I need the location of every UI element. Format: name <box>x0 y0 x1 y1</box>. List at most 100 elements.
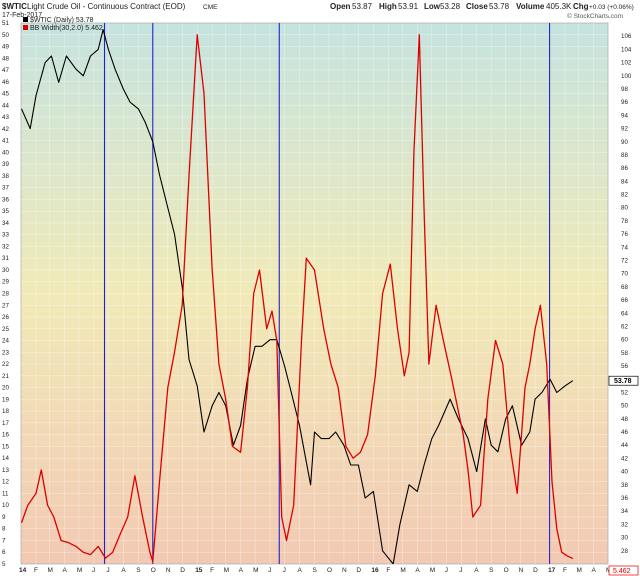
left-tick-label: 41 <box>2 138 9 145</box>
chart-description: Light Crude Oil - Continuous Contract (E… <box>27 2 186 11</box>
close-label: Close <box>466 2 488 11</box>
legend-price: $WTIC (Daily) 53.78 <box>30 17 94 24</box>
low-value: 53.28 <box>440 2 461 11</box>
chart-symbol: $WTIC <box>2 2 27 11</box>
right-tick-label: 106 <box>621 33 632 40</box>
right-tick-label: 68 <box>621 284 628 291</box>
legend-swatch-price <box>23 17 28 22</box>
left-tick-label: 21 <box>2 373 9 380</box>
x-tick-label: 16 <box>371 567 379 574</box>
left-tick-label: 15 <box>2 443 9 450</box>
right-tick-label: 98 <box>621 86 628 93</box>
left-tick-label: 49 <box>2 44 9 51</box>
chart-exchange: CME <box>203 4 218 11</box>
left-tick-label: 12 <box>2 479 9 486</box>
x-tick-label: F <box>210 567 214 574</box>
right-tick-label: 78 <box>621 218 628 225</box>
bbw-badge-label: 5.462 <box>613 568 631 575</box>
open-label: Open <box>330 2 351 11</box>
right-tick-label: 102 <box>621 60 632 67</box>
right-tick-label: 74 <box>621 244 628 251</box>
series-layer <box>21 29 574 564</box>
x-tick-label: J <box>459 567 462 574</box>
right-tick-label: 76 <box>621 231 628 238</box>
price-line <box>21 29 574 564</box>
right-tick-label: 94 <box>621 112 628 119</box>
right-tick-label: 64 <box>621 310 628 317</box>
left-tick-label: 19 <box>2 396 9 403</box>
right-tick-label: 88 <box>621 152 628 159</box>
left-tick-label: 25 <box>2 326 9 333</box>
right-tick-label: 84 <box>621 178 628 185</box>
x-tick-label: N <box>342 567 347 574</box>
right-tick-label: 104 <box>621 46 632 53</box>
right-tick-label: 56 <box>621 363 628 370</box>
x-tick-label: A <box>121 567 126 574</box>
right-tick-label: 80 <box>621 205 628 212</box>
chg-label: Chg <box>573 2 589 11</box>
left-tick-label: 31 <box>2 255 9 262</box>
left-tick-label: 39 <box>2 161 9 168</box>
left-tick-label: 26 <box>2 314 9 321</box>
left-tick-label: 20 <box>2 385 9 392</box>
right-tick-label: 82 <box>621 192 628 199</box>
bbw-badge-box <box>608 565 639 576</box>
right-tick-label: 48 <box>621 416 628 423</box>
legend-swatch-bbw <box>23 25 28 30</box>
open-value: 53.87 <box>352 2 373 11</box>
left-tick-label: 30 <box>2 267 9 274</box>
chg-value: +0.03 (+0.06%) <box>589 4 634 11</box>
high-label: High <box>379 2 397 11</box>
x-tick-label: M <box>224 567 229 574</box>
right-tick-label: 72 <box>621 258 628 265</box>
right-tick-label: 44 <box>621 442 628 449</box>
x-tick-label: A <box>474 567 479 574</box>
left-tick-label: 6 <box>2 549 6 556</box>
left-tick-label: 10 <box>2 502 9 509</box>
left-tick-label: 43 <box>2 114 9 121</box>
x-tick-label: F <box>563 567 567 574</box>
left-tick-label: 45 <box>2 91 9 98</box>
x-tick-label: J <box>268 567 271 574</box>
grid-layer <box>20 22 609 565</box>
left-tick-label: 22 <box>2 361 9 368</box>
left-tick-label: 5 <box>2 561 6 568</box>
left-tick-label: 16 <box>2 432 9 439</box>
x-tick-label: M <box>77 567 82 574</box>
x-tick-label: M <box>400 567 405 574</box>
right-tick-label: 96 <box>621 99 628 106</box>
x-tick-label: J <box>445 567 448 574</box>
right-tick-label: 38 <box>621 482 628 489</box>
volume-label: Volume <box>516 2 545 11</box>
x-tick-label: 14 <box>19 567 27 574</box>
event-lines <box>103 23 551 564</box>
left-tick-label: 8 <box>2 526 6 533</box>
bb-width-line <box>21 34 574 563</box>
x-tick-label: N <box>519 567 524 574</box>
left-tick-label: 42 <box>2 126 9 133</box>
legend: $WTIC (Daily) 53.78 BB Width(30,2.0) 5.4… <box>23 17 103 32</box>
high-value: 53.91 <box>398 2 419 11</box>
x-tick-label: A <box>298 567 303 574</box>
left-tick-label: 24 <box>2 338 9 345</box>
legend-bbw: BB Width(30,2.0) 5.462 <box>30 25 103 32</box>
left-tick-label: 17 <box>2 420 9 427</box>
left-tick-label: 33 <box>2 232 9 239</box>
left-tick-label: 13 <box>2 467 9 474</box>
right-tick-label: 50 <box>621 403 628 410</box>
x-tick-label: F <box>34 567 38 574</box>
right-tick-label: 34 <box>621 508 628 515</box>
x-tick-label: M <box>430 567 435 574</box>
right-tick-label: 70 <box>621 271 628 278</box>
right-tick-label: 60 <box>621 337 628 344</box>
close-value: 53.78 <box>489 2 510 11</box>
left-tick-label: 36 <box>2 196 9 203</box>
price-badge-label: 53.78 <box>614 378 632 385</box>
low-label: Low <box>424 2 441 11</box>
x-tick-label: 15 <box>195 567 203 574</box>
left-tick-label: 28 <box>2 291 9 298</box>
left-tick-label: 48 <box>2 55 9 62</box>
x-tick-label: D <box>180 567 185 574</box>
right-tick-label: 90 <box>621 139 628 146</box>
